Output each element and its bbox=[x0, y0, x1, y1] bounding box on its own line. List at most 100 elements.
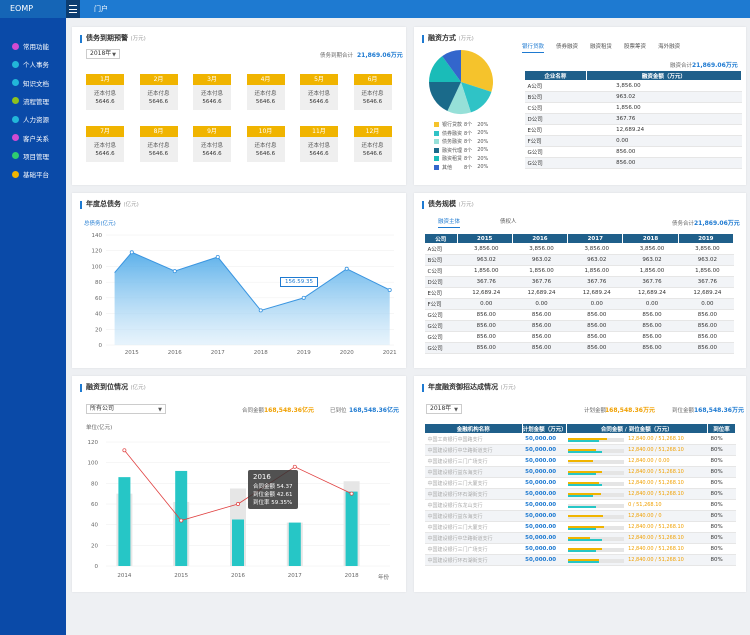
pie-slice[interactable] bbox=[447, 82, 471, 114]
table-row[interactable]: C公司 1,856.00 bbox=[524, 102, 742, 114]
legend-item[interactable]: 其他 8个 20% bbox=[434, 164, 488, 171]
company-value: 所有公司 bbox=[90, 405, 115, 412]
data-point[interactable] bbox=[344, 266, 349, 271]
year-select[interactable]: 2018年 ▼ bbox=[86, 49, 120, 59]
rate-point[interactable] bbox=[122, 448, 127, 453]
table-row[interactable]: 中国建设银行中华路街道支行 50,000.00 12,840.00 / 51,268… bbox=[424, 532, 736, 544]
table-row[interactable]: E公司 12,689.24 12,689.24 12,689.24 12,689.24 1… bbox=[424, 287, 734, 299]
table-row[interactable]: D公司 367.76 bbox=[524, 113, 742, 125]
rate-point[interactable] bbox=[236, 502, 240, 506]
month-card[interactable]: 11月 还本付息 5646.6 bbox=[300, 126, 338, 162]
data-point[interactable] bbox=[129, 250, 134, 255]
menu-toggle-button[interactable] bbox=[66, 0, 80, 18]
pie-slice[interactable] bbox=[461, 50, 493, 92]
legend-item[interactable]: 融资租赁 8个 20% bbox=[434, 155, 488, 162]
table-row[interactable]: 中国建设银行益东海支行 50,000.00 12,840.00 / 51,268.1… bbox=[424, 466, 736, 478]
table-row[interactable]: D公司 367.76 367.76 367.76 367.76 367.76 bbox=[424, 276, 734, 288]
table-row[interactable]: B公司 963.02 bbox=[524, 91, 742, 103]
pie-slice[interactable] bbox=[429, 82, 461, 111]
rate-point[interactable] bbox=[292, 464, 297, 469]
rate-point[interactable] bbox=[179, 518, 184, 523]
sidebar-item[interactable]: 个人事务 bbox=[12, 58, 49, 70]
bar-arrived[interactable] bbox=[232, 519, 244, 567]
month-card[interactable]: 3月 还本付息 5646.6 bbox=[193, 74, 231, 110]
tab-debt-scale[interactable]: 债权人 bbox=[500, 219, 517, 225]
data-point[interactable] bbox=[301, 295, 306, 300]
data-point[interactable] bbox=[215, 255, 220, 260]
table-row[interactable]: G公司 856.00 856.00 856.00 856.00 856.00 bbox=[424, 309, 734, 321]
bar-arrived[interactable] bbox=[175, 470, 188, 566]
table-row[interactable]: B公司 963.02 963.02 963.02 963.02 963.02 bbox=[424, 254, 734, 266]
month-card[interactable]: 10月 还本付息 5646.6 bbox=[246, 126, 285, 162]
company-select[interactable]: 所有公司 ▼ bbox=[86, 404, 166, 414]
pie-slice[interactable] bbox=[442, 50, 461, 82]
bar-arrived[interactable] bbox=[288, 522, 301, 566]
table-row[interactable]: F公司 0.00 0.00 0.00 0.00 0.00 bbox=[424, 298, 734, 310]
sidebar-item[interactable]: 知识文档 bbox=[12, 77, 49, 89]
table-row[interactable]: 中国建设银行三门广场支行 50,000.00 12,840.00 / 51,268.… bbox=[424, 543, 736, 555]
pie-slice[interactable] bbox=[461, 82, 492, 113]
legend-item[interactable]: 债务融资 8个 20% bbox=[434, 138, 488, 145]
legend-item[interactable]: 银行贷款 8个 20% bbox=[434, 121, 488, 128]
table-row[interactable]: 中国建设银行中华路街道支行 50,000.00 12,840.00 / 51,268… bbox=[424, 444, 736, 456]
table-row[interactable]: 中国建设银行东龙山支行 50,000.00 0 / 51,268.10 80% bbox=[424, 499, 736, 511]
month-card[interactable]: 6月 还本付息 5646.6 bbox=[353, 74, 392, 110]
table-cell: 856.00 bbox=[457, 342, 513, 354]
table-row[interactable]: F公司 0.00 bbox=[524, 135, 742, 147]
tab-financing[interactable]: 银行贷款 bbox=[522, 42, 545, 53]
table-row[interactable]: G公司 856.00 bbox=[524, 157, 742, 169]
table-row[interactable]: G公司 856.00 856.00 856.00 856.00 856.00 bbox=[424, 342, 734, 354]
tab-financing[interactable]: 融资租赁 bbox=[590, 44, 613, 50]
sidebar-item[interactable]: 基础平台 bbox=[12, 168, 49, 180]
table-row[interactable]: G公司 856.00 bbox=[524, 146, 742, 158]
table-row[interactable]: 中国建设银行环石湖街支行 50,000.00 12,840.00 / 51,268.… bbox=[424, 488, 736, 500]
sidebar-item[interactable]: 项目管理 bbox=[12, 150, 49, 162]
month-card[interactable]: 12月 还本付息 5646.6 bbox=[353, 126, 392, 162]
data-point[interactable] bbox=[258, 308, 263, 313]
table-row[interactable]: G公司 856.00 856.00 856.00 856.00 856.00 bbox=[424, 320, 734, 332]
progress-text: 0 / 51,268.10 bbox=[628, 502, 662, 508]
table-cell: B公司 bbox=[524, 91, 587, 103]
bar-arrived[interactable] bbox=[345, 491, 358, 566]
month-card[interactable]: 1月 还本付息 5646.6 bbox=[86, 74, 124, 110]
portal-tab[interactable]: 门户 bbox=[94, 5, 108, 13]
repay-value: 5646.6 bbox=[95, 99, 115, 105]
tab-debt-scale[interactable]: 融资主体 bbox=[438, 217, 461, 228]
sidebar-item[interactable]: 客户关系 bbox=[12, 132, 49, 144]
month-card[interactable]: 9月 还本付息 5646.6 bbox=[193, 126, 231, 162]
app-logo[interactable]: EOMP bbox=[0, 0, 66, 18]
tooltip-line: 到位率 59.35% bbox=[253, 500, 293, 506]
month-card[interactable]: 7月 还本付息 5646.6 bbox=[86, 126, 124, 162]
table-row[interactable]: 中国建设银行环石湖街支行 50,000.00 12,840.00 / 51,268.… bbox=[424, 554, 736, 566]
data-point[interactable] bbox=[172, 269, 177, 274]
table-row[interactable]: 中国建设银行益东海支行 50,000.00 12,840.00 / 0 80% bbox=[424, 510, 736, 522]
table-row[interactable]: 中国建设银行三门广场支行 50,000.00 12,840.00 / 0.00 80% bbox=[424, 455, 736, 467]
table-row[interactable]: A公司 3,856.00 3,856.00 3,856.00 3,856.00 3,856… bbox=[424, 243, 734, 255]
table-row[interactable]: 中国工商银行中国路支行 50,000.00 12,840.00 / 51,268.1… bbox=[424, 433, 736, 445]
year-select[interactable]: 2018年 ▼ bbox=[426, 404, 462, 414]
sidebar-item[interactable]: 流程管理 bbox=[12, 95, 49, 107]
bar-arrived[interactable] bbox=[118, 477, 131, 566]
sidebar-item[interactable]: 人力资源 bbox=[12, 113, 49, 125]
table-row[interactable]: E公司 12,689.24 bbox=[524, 124, 742, 136]
month-card[interactable]: 2月 还本付息 5646.6 bbox=[139, 74, 178, 110]
month-card[interactable]: 8月 还本付息 5646.6 bbox=[139, 126, 178, 162]
table-row[interactable]: C公司 1,856.00 1,856.00 1,856.00 1,856.00 1,856… bbox=[424, 265, 734, 277]
month-card[interactable]: 5月 还本付息 5646.6 bbox=[300, 74, 338, 110]
tab-financing[interactable]: 海外融资 bbox=[658, 44, 681, 50]
month-card[interactable]: 4月 还本付息 5646.6 bbox=[246, 74, 285, 110]
tab-financing[interactable]: 股票筹资 bbox=[624, 44, 647, 50]
table-row[interactable]: A公司 3,856.00 bbox=[524, 80, 742, 92]
legend-swatch bbox=[434, 156, 439, 161]
tab-financing[interactable]: 债券融资 bbox=[556, 44, 579, 50]
legend-item[interactable]: 债券融资 8个 20% bbox=[434, 130, 488, 137]
data-point[interactable] bbox=[387, 288, 392, 293]
pie-slice[interactable] bbox=[429, 56, 461, 82]
legend-item[interactable]: 融资代理 8个 20% bbox=[434, 147, 488, 154]
table-row[interactable]: G公司 856.00 856.00 856.00 856.00 856.00 bbox=[424, 331, 734, 343]
table-row[interactable]: 中国建设银行三门大厦支行 50,000.00 12,840.00 / 51,268.… bbox=[424, 521, 736, 533]
table-row[interactable]: 中国建设银行三门大厦支行 50,000.00 12,840.00 / 51,268.… bbox=[424, 477, 736, 489]
sidebar-item[interactable]: 常用功能 bbox=[12, 40, 49, 52]
table-cell: 367.76 bbox=[622, 276, 679, 288]
rate-point[interactable] bbox=[349, 491, 354, 496]
